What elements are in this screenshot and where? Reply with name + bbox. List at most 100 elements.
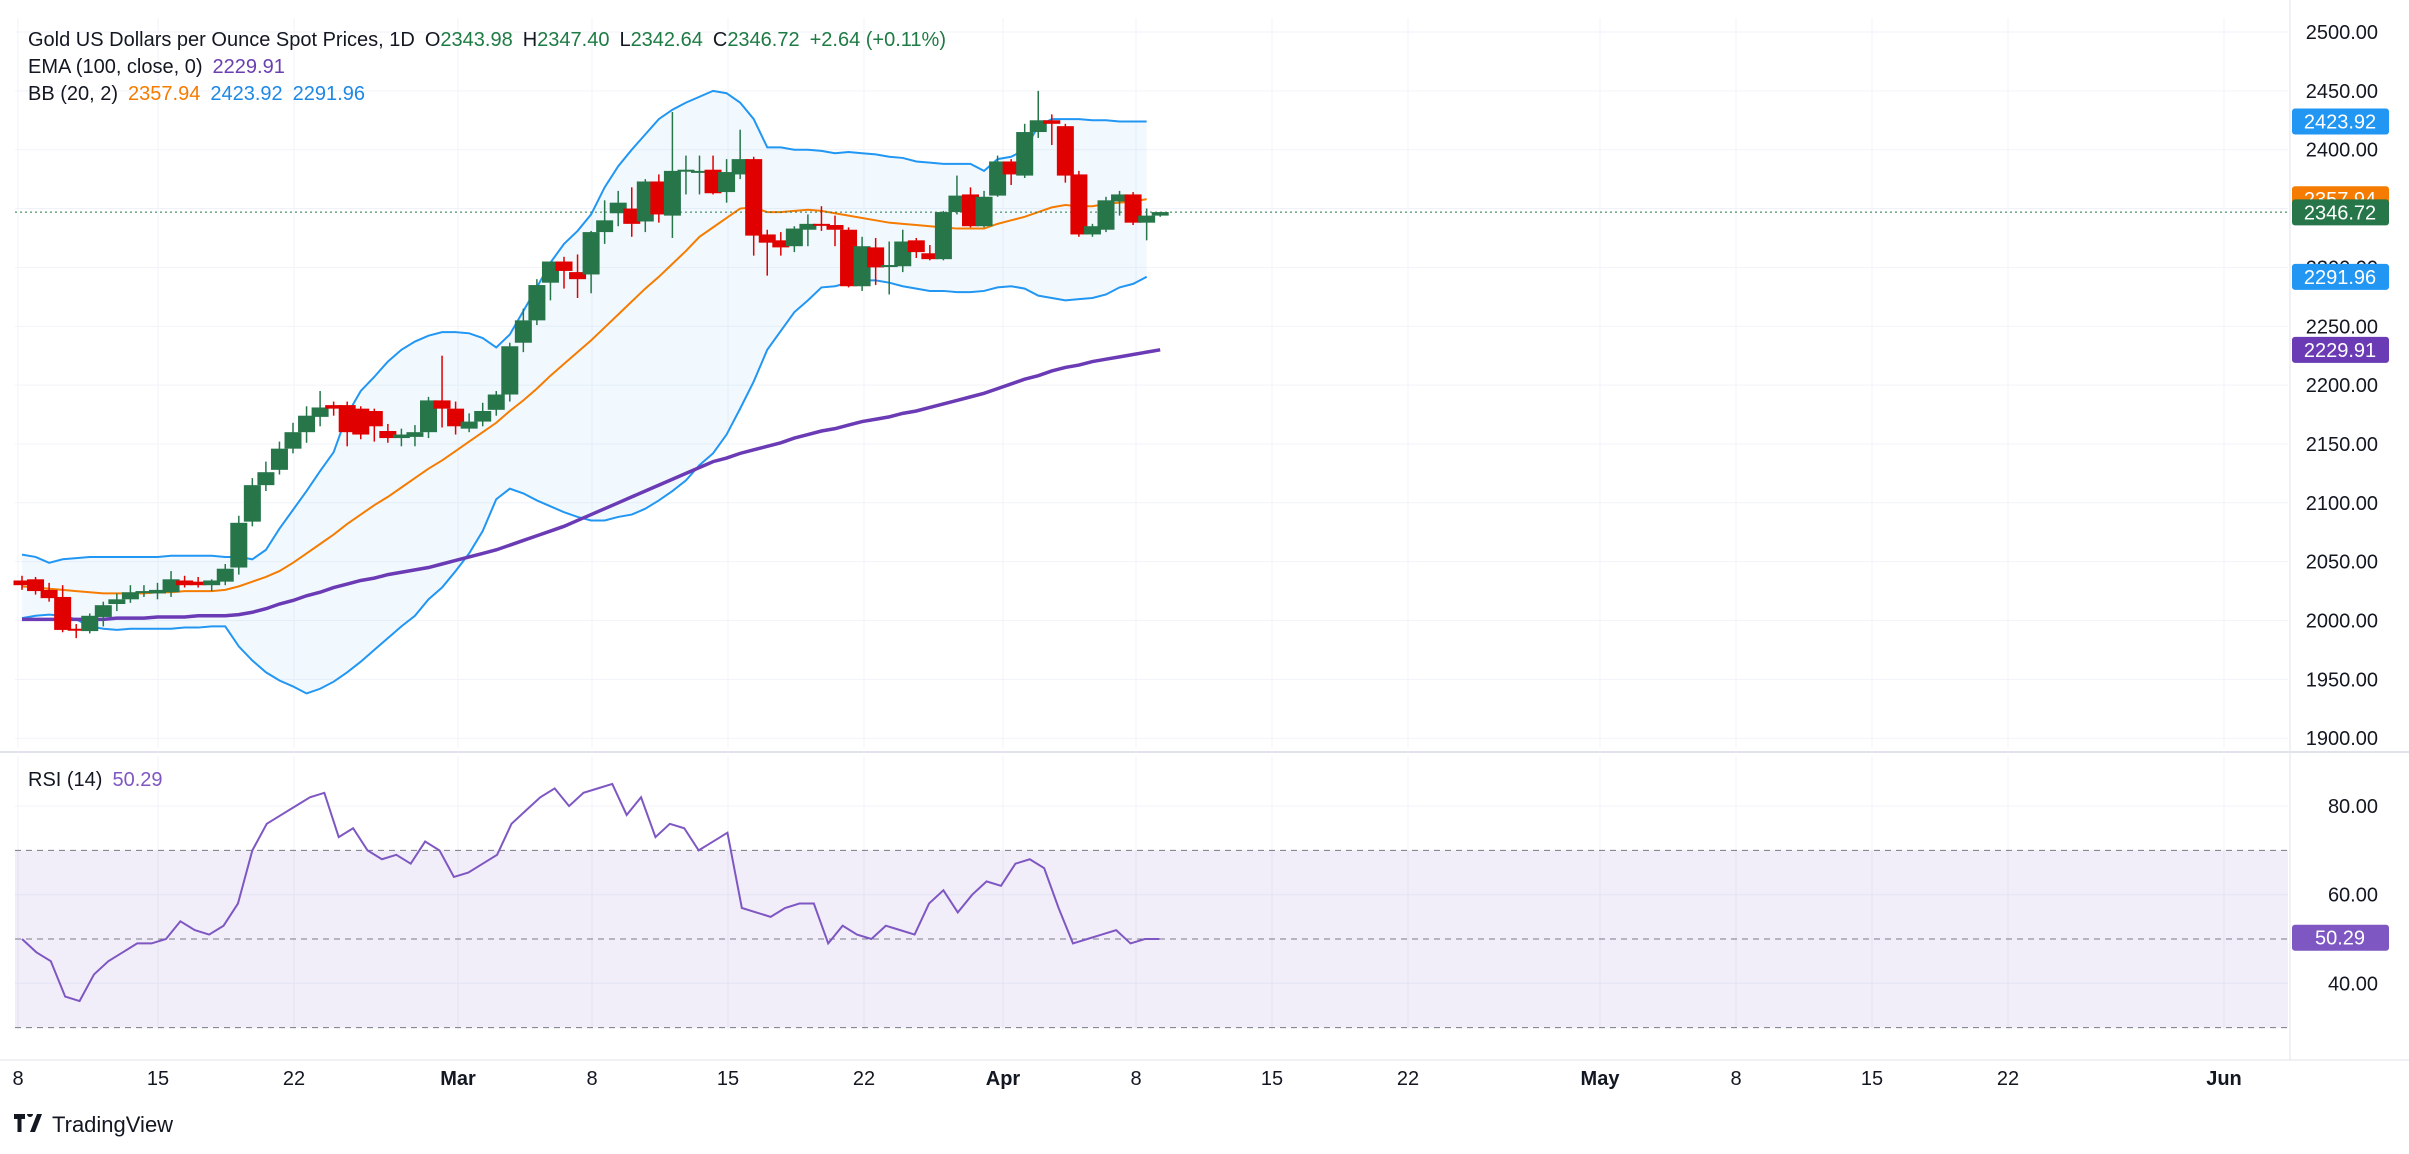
candle-body — [1070, 174, 1088, 235]
candle-body — [1016, 132, 1034, 176]
candle-body — [636, 181, 654, 222]
candle-body — [934, 212, 952, 260]
rsi-tick-label: 60.00 — [2328, 885, 2378, 907]
candle-body — [379, 431, 397, 439]
candle-body — [81, 615, 99, 632]
candle-body — [108, 599, 126, 605]
bb-upper-line — [21, 89, 1147, 564]
candle-body — [420, 400, 437, 433]
candle-body — [541, 261, 559, 283]
candle-body — [691, 170, 708, 173]
rsi-tick-label: 80.00 — [2328, 796, 2378, 818]
time-tick-label: 8 — [586, 1068, 597, 1090]
candle-body — [474, 410, 492, 422]
rsi-tick-label: 40.00 — [2328, 973, 2378, 995]
rsi-legend[interactable]: RSI (14) 50.29 — [28, 767, 173, 793]
bb-legend[interactable]: BB (20, 2) 2357.94 2423.92 2291.96 — [28, 81, 375, 107]
candle-body — [230, 522, 248, 568]
tradingview-wordmark: TradingView — [52, 1112, 174, 1137]
price-tick-label: 2000.00 — [2306, 611, 2378, 633]
candle-body — [514, 320, 532, 343]
candle-body — [731, 159, 749, 175]
ohlc-close: C2346.72 — [712, 29, 800, 51]
candle-body — [94, 605, 112, 617]
candle-body — [67, 628, 85, 631]
candle-body — [555, 261, 573, 271]
candle-body — [677, 169, 695, 172]
candle-body — [826, 225, 844, 230]
candle-body — [704, 169, 722, 194]
price-tick-label: 2150.00 — [2306, 434, 2378, 456]
candle-body — [1029, 120, 1047, 133]
ohlc-open: O2343.98 — [424, 29, 513, 51]
time-tick-label: Apr — [986, 1068, 1021, 1090]
time-tick-label: 22 — [1997, 1068, 2019, 1090]
price-tick-label: 2400.00 — [2306, 140, 2378, 162]
candle-body — [433, 400, 451, 409]
candle-body — [745, 159, 763, 236]
candle-body — [189, 581, 207, 586]
candle-body — [162, 579, 180, 593]
price-tick-label: 2450.00 — [2306, 81, 2378, 103]
rsi-value: 50.29 — [112, 769, 163, 791]
rsi-badge — [2292, 924, 2389, 951]
candle-body — [907, 240, 925, 253]
candle-body — [840, 229, 858, 287]
price-tick-label: 2250.00 — [2306, 316, 2378, 338]
candle-body — [460, 421, 478, 429]
candle-body — [1111, 194, 1129, 202]
candle-body — [812, 223, 830, 226]
bb-basis-line — [21, 198, 1147, 595]
tradingview-logo-icon — [14, 1111, 44, 1138]
candle-body — [501, 346, 519, 395]
candle-body — [135, 591, 153, 594]
price-tick-label: 2100.00 — [2306, 493, 2378, 515]
candle-body — [880, 265, 898, 268]
ema-legend[interactable]: EMA (100, close, 0) 2229.91 — [28, 54, 295, 80]
last-price-badge-label: 2346.72 — [2304, 202, 2376, 224]
candle-body — [799, 223, 817, 230]
candle-body — [1002, 161, 1020, 175]
time-tick-label: 15 — [717, 1068, 739, 1090]
candle-body — [392, 434, 410, 439]
candle-body — [1097, 200, 1115, 230]
candle-body — [216, 568, 234, 582]
candle-body — [406, 432, 424, 437]
price-tick-label: 2050.00 — [2306, 552, 2378, 574]
price-tick-label: 1900.00 — [2306, 728, 2378, 750]
candle-body — [54, 596, 72, 630]
candle-body — [989, 161, 1007, 196]
bb-lower-badge — [2292, 263, 2389, 290]
candle-body — [758, 234, 776, 243]
candle-body — [487, 394, 505, 410]
bb-upper-badge-label: 2423.92 — [2304, 112, 2376, 134]
candle-body — [948, 195, 966, 213]
ema-badge-label: 2229.91 — [2304, 340, 2376, 362]
bb-basis-value: 2357.94 — [128, 83, 201, 105]
candle-body — [284, 432, 302, 449]
candle-body — [1124, 194, 1142, 223]
ema-line — [22, 348, 1161, 622]
candle-body — [718, 172, 736, 193]
candle-body — [785, 228, 803, 247]
time-tick-label: 15 — [1861, 1068, 1883, 1090]
candle-body — [921, 253, 939, 260]
candle-body — [596, 220, 614, 233]
price-tick-label: 1950.00 — [2306, 669, 2378, 691]
bb-upper-badge — [2292, 108, 2389, 135]
bb-fill — [22, 90, 1147, 694]
ema-value: 2229.91 — [212, 56, 285, 78]
candle-body — [663, 170, 681, 216]
time-tick-label: 22 — [853, 1068, 875, 1090]
candle-body — [772, 240, 790, 248]
ohlc-low: L2342.64 — [619, 29, 703, 51]
candle-body — [447, 408, 465, 427]
candle-body — [975, 196, 993, 227]
candle-body — [1138, 215, 1156, 223]
bb-lower-badge-label: 2291.96 — [2304, 267, 2376, 289]
candle-body — [569, 272, 587, 280]
time-tick-label: Jun — [2206, 1068, 2242, 1090]
tradingview-brand[interactable]: TradingView — [14, 1111, 174, 1138]
candle-body — [176, 580, 194, 586]
